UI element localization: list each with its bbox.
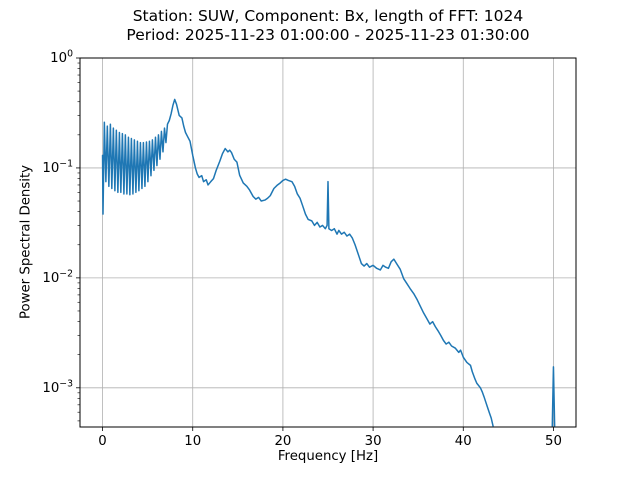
y-tick-label: 10−2 — [42, 268, 73, 286]
y-axis-label: Power Spectral Density — [18, 164, 34, 320]
chart-title-line-1: Station: SUW, Component: Bx, length of F… — [132, 7, 524, 25]
y-tick-label: 10−3 — [42, 378, 73, 396]
axes-frame — [76, 57, 577, 431]
chart-title: Station: SUW, Component: Bx, length of F… — [80, 7, 576, 45]
psd-line-series — [101, 98, 556, 427]
x-tick-label: 10 — [184, 434, 201, 449]
chart-title-line-2: Period: 2025-11-23 01:00:00 - 2025-11-23… — [126, 26, 530, 44]
psd-data-line — [551, 366, 556, 427]
grid-lines — [80, 57, 576, 427]
x-tick-label: 0 — [98, 434, 106, 449]
x-tick-label: 40 — [455, 434, 472, 449]
x-tick-label: 50 — [545, 434, 562, 449]
x-tick-label: 20 — [274, 434, 291, 449]
axes-spines — [79, 57, 577, 428]
y-tick-label: 100 — [50, 49, 73, 67]
x-axis-label: Frequency [Hz] — [277, 449, 379, 464]
tick-labels: 0 10 20 30 40 50 100 10−1 10−2 10−3 — [42, 49, 562, 450]
y-tick-label: 10−1 — [42, 158, 73, 176]
psd-data-line — [101, 98, 494, 427]
x-tick-label: 30 — [365, 434, 382, 449]
